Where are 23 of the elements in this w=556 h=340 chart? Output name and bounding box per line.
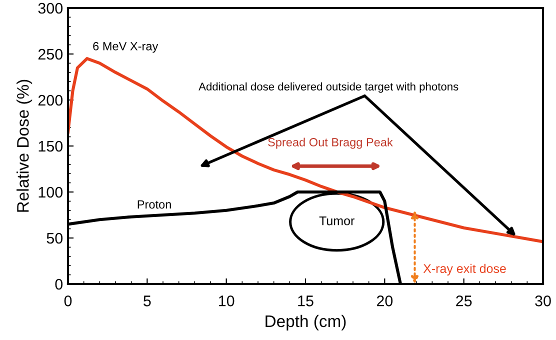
x-tick-label: 0: [64, 296, 72, 306]
y-tick-label: 100: [38, 186, 63, 198]
x-tick-label: 25: [456, 296, 472, 306]
annotation: Spread Out Bragg Peak: [268, 138, 393, 149]
x-tick-label: 10: [219, 296, 234, 306]
x-tick-label: 20: [376, 296, 393, 306]
x-axis-title: Depth (cm): [266, 314, 346, 330]
y-tick-label: 300: [38, 2, 63, 14]
y-tick-label: 200: [38, 94, 63, 106]
y-tick-label: 250: [38, 48, 63, 60]
y-axis-title: Relative Dose (%): [16, 80, 32, 212]
y-tick-label: 0: [55, 278, 63, 290]
y-tick-label: 50: [46, 232, 63, 244]
annotation: Additional dose delivered outside target with photons: [198, 82, 458, 93]
annotation: Tumor: [319, 216, 354, 226]
series-label: Proton: [138, 200, 171, 209]
x-tick-label: 5: [144, 296, 151, 306]
annotation: X-ray exit dose: [423, 264, 506, 276]
y-tick-label: 150: [38, 140, 63, 152]
line-series: [68, 57, 543, 244]
series-label: 6 MeV X-ray: [93, 42, 158, 53]
x-tick-label: 15: [298, 296, 314, 306]
x-tick-label: 30: [535, 296, 551, 306]
